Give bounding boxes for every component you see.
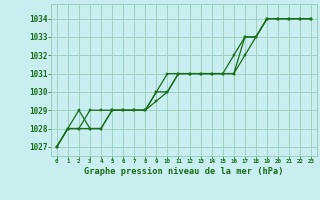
X-axis label: Graphe pression niveau de la mer (hPa): Graphe pression niveau de la mer (hPa) [84,167,284,176]
